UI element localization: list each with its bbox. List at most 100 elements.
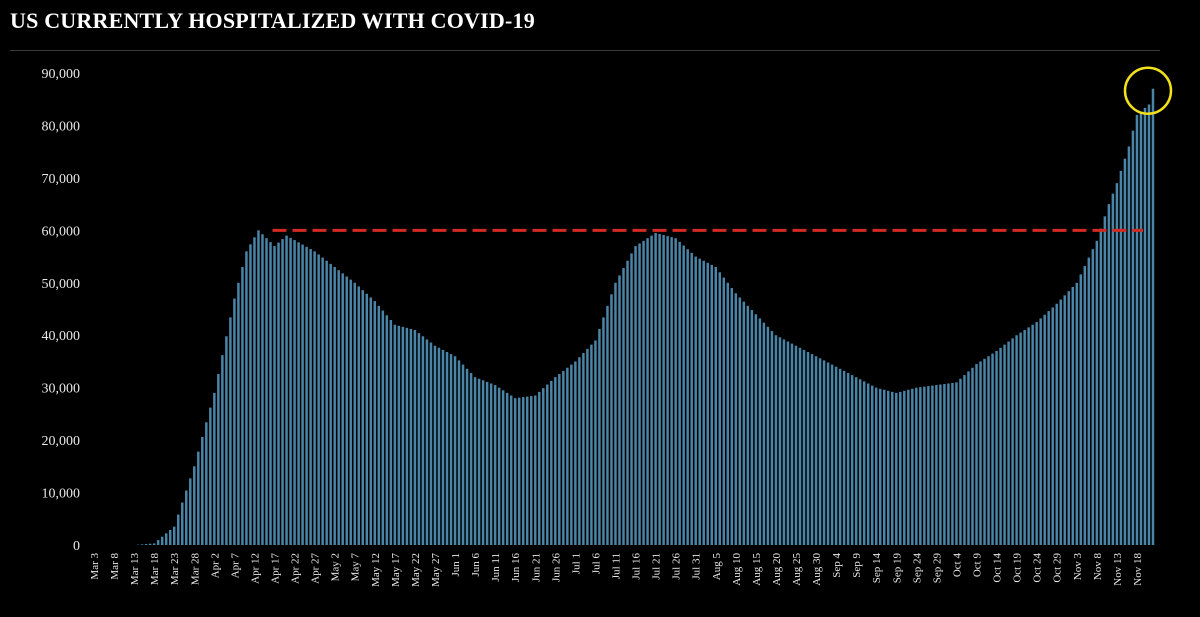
bar bbox=[281, 239, 284, 545]
bar bbox=[638, 243, 641, 545]
bar bbox=[530, 396, 533, 545]
bar bbox=[357, 286, 360, 545]
bar bbox=[417, 333, 421, 545]
bar bbox=[273, 246, 276, 545]
bar bbox=[441, 349, 445, 545]
x-tick-label: Sep 14 bbox=[871, 553, 883, 584]
bar bbox=[690, 252, 693, 545]
y-tick-label: 70,000 bbox=[42, 172, 81, 187]
bar-series bbox=[136, 88, 1155, 546]
bar bbox=[730, 288, 734, 545]
bar bbox=[261, 234, 264, 545]
bar bbox=[534, 395, 537, 545]
bar bbox=[882, 389, 886, 545]
x-tick-label: May 12 bbox=[370, 553, 382, 587]
bar bbox=[148, 543, 152, 545]
x-tick-label: Sep 24 bbox=[911, 553, 923, 584]
bar bbox=[329, 263, 332, 545]
bar bbox=[365, 293, 369, 545]
y-tick-label: 90,000 bbox=[42, 67, 81, 82]
bar bbox=[662, 235, 665, 546]
bar bbox=[602, 317, 605, 545]
bar bbox=[1103, 216, 1107, 545]
bar bbox=[983, 358, 986, 545]
bar bbox=[1075, 282, 1079, 545]
bar bbox=[393, 324, 397, 545]
bar bbox=[850, 375, 854, 545]
bar bbox=[626, 260, 629, 545]
bar bbox=[838, 368, 842, 545]
highlight-circle bbox=[1123, 66, 1173, 115]
bar bbox=[349, 279, 352, 545]
x-tick-label: Oct 14 bbox=[992, 553, 1004, 583]
bar bbox=[497, 387, 501, 545]
x-tick-label: May 17 bbox=[390, 553, 402, 587]
bar bbox=[1115, 183, 1119, 545]
bar bbox=[947, 383, 950, 545]
x-tick-label: Jul 11 bbox=[610, 553, 622, 579]
x-tick-label: Oct 29 bbox=[1052, 553, 1064, 583]
bar bbox=[477, 378, 481, 545]
bar bbox=[181, 502, 184, 545]
bar bbox=[975, 364, 978, 545]
bar bbox=[321, 257, 324, 545]
bar bbox=[614, 282, 617, 545]
bar bbox=[618, 275, 621, 545]
bar bbox=[939, 384, 942, 545]
bar bbox=[245, 251, 248, 545]
bar bbox=[1023, 329, 1026, 545]
bar bbox=[453, 356, 457, 545]
bar bbox=[1135, 114, 1139, 546]
bar bbox=[425, 339, 429, 545]
bar bbox=[1047, 311, 1050, 545]
bar bbox=[582, 353, 585, 545]
bar bbox=[140, 544, 144, 545]
x-tick-label: Jun 6 bbox=[470, 553, 482, 577]
bar bbox=[429, 342, 433, 545]
bar bbox=[229, 317, 232, 545]
y-tick-label: 30,000 bbox=[42, 382, 81, 397]
x-tick-label: Mar 8 bbox=[109, 553, 121, 580]
bar bbox=[758, 318, 762, 545]
bar bbox=[1087, 257, 1091, 545]
bar bbox=[381, 310, 385, 545]
bar bbox=[481, 380, 485, 545]
bar bbox=[1063, 295, 1066, 545]
bar bbox=[1007, 341, 1010, 545]
bar bbox=[461, 364, 465, 545]
bar bbox=[209, 407, 212, 545]
bar bbox=[955, 382, 958, 545]
bar bbox=[786, 341, 790, 545]
bar bbox=[185, 490, 188, 545]
bar bbox=[1139, 111, 1143, 546]
bar bbox=[674, 238, 677, 545]
bar bbox=[385, 315, 389, 545]
bar bbox=[361, 290, 365, 545]
bar bbox=[473, 377, 477, 545]
bar bbox=[726, 282, 730, 545]
bar bbox=[1039, 318, 1042, 545]
bar bbox=[1071, 286, 1075, 545]
x-tick-label: Jun 11 bbox=[490, 553, 502, 582]
bar bbox=[265, 238, 268, 545]
bar bbox=[570, 364, 573, 545]
bar bbox=[927, 386, 930, 545]
bar bbox=[550, 380, 553, 545]
bar bbox=[666, 236, 669, 545]
x-tick-label: Apr 12 bbox=[249, 553, 261, 584]
bar bbox=[903, 390, 906, 545]
bar bbox=[413, 329, 417, 545]
bar bbox=[670, 237, 673, 545]
bar bbox=[1035, 322, 1038, 545]
bar bbox=[257, 230, 260, 545]
bar bbox=[205, 422, 208, 545]
bar bbox=[586, 348, 589, 545]
x-tick-label: Jul 21 bbox=[651, 553, 663, 580]
bar bbox=[590, 344, 593, 545]
bar bbox=[822, 360, 826, 545]
bar bbox=[979, 361, 982, 545]
bar bbox=[862, 381, 866, 545]
bar bbox=[269, 242, 272, 545]
bar bbox=[630, 253, 633, 545]
bar bbox=[1151, 88, 1155, 545]
